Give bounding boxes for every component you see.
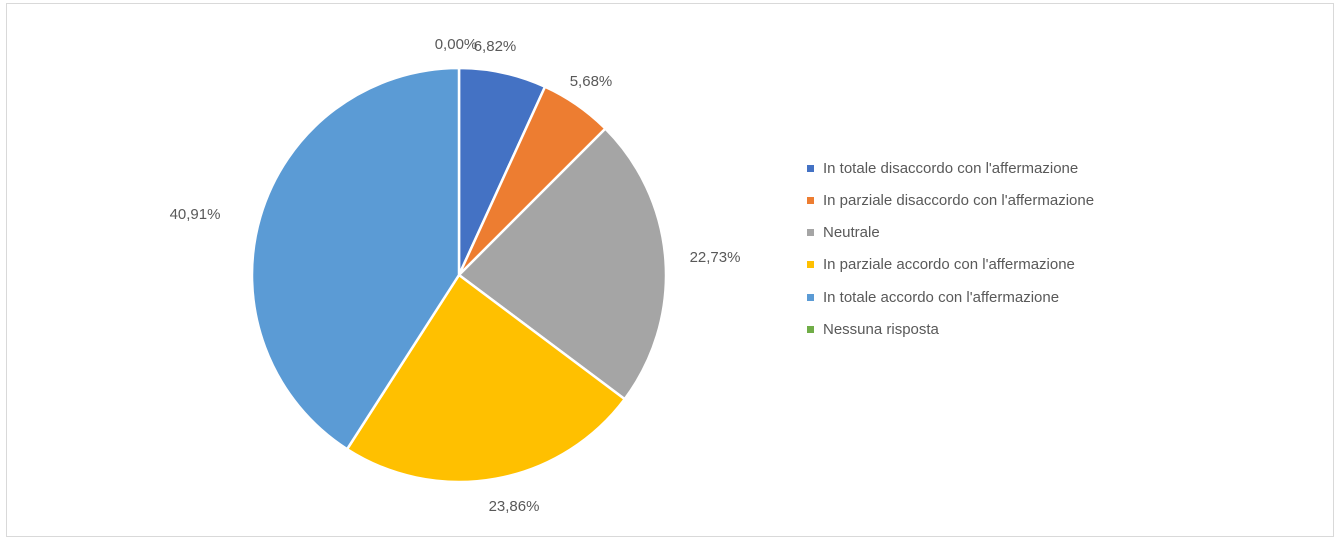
legend-item-in-parziale-accordo-con-l-affermazione: In parziale accordo con l'affermazione	[807, 249, 1247, 281]
legend-swatch-icon	[807, 196, 814, 204]
chart-legend: In totale disaccordo con l'affermazione I…	[807, 152, 1247, 346]
pie-chart: 6,82% 5,68% 22,73% 23,86% 40,91% 0,00%	[170, 36, 741, 515]
legend-label: In parziale accordo con l'affermazione	[823, 256, 1075, 274]
legend-swatch-icon	[807, 229, 814, 237]
data-label-neutrale: 22,73%	[690, 249, 741, 266]
data-label-in-parziale-disaccordo-con-l-affermazione: 5,68%	[570, 73, 613, 90]
legend-item-in-totale-disaccordo-con-l-affermazione: In totale disaccordo con l'affermazione	[807, 152, 1247, 184]
pie-slice-neutrale	[457, 127, 668, 401]
legend-item-neutrale: Neutrale	[807, 217, 1247, 249]
chart-area: 6,82% 5,68% 22,73% 23,86% 40,91% 0,00% In tot…	[6, 3, 1334, 537]
data-label-in-totale-disaccordo-con-l-affermazione: 6,82%	[474, 38, 517, 55]
data-label-in-parziale-accordo-con-l-affermazione: 23,86%	[489, 498, 540, 515]
legend-swatch-icon	[807, 293, 814, 301]
pie-slice-in-totale-accordo-con-l-affermazione	[250, 66, 461, 451]
legend-label: Neutrale	[823, 224, 880, 242]
legend-item-in-totale-accordo-con-l-affermazione: In totale accordo con l'affermazione	[807, 281, 1247, 313]
legend-swatch-icon	[807, 261, 814, 269]
legend-swatch-icon	[807, 164, 814, 172]
data-label-in-totale-accordo-con-l-affermazione: 40,91%	[170, 206, 221, 223]
legend-label: In totale accordo con l'affermazione	[823, 288, 1060, 306]
legend-swatch-icon	[807, 325, 814, 333]
legend-label: Nessuna risposta	[823, 320, 939, 338]
legend-item-nessuna-risposta: Nessuna risposta	[807, 313, 1247, 345]
data-label-nessuna-risposta: 0,00%	[435, 36, 478, 53]
legend-item-in-parziale-disaccordo-con-l-affermazione: In parziale disaccordo con l'affermazion…	[807, 184, 1247, 216]
legend-label: In parziale disaccordo con l'affermazion…	[823, 191, 1095, 209]
pie-slice-in-parziale-accordo-con-l-affermazione	[345, 273, 626, 484]
legend-label: In totale disaccordo con l'affermazione	[823, 159, 1079, 177]
